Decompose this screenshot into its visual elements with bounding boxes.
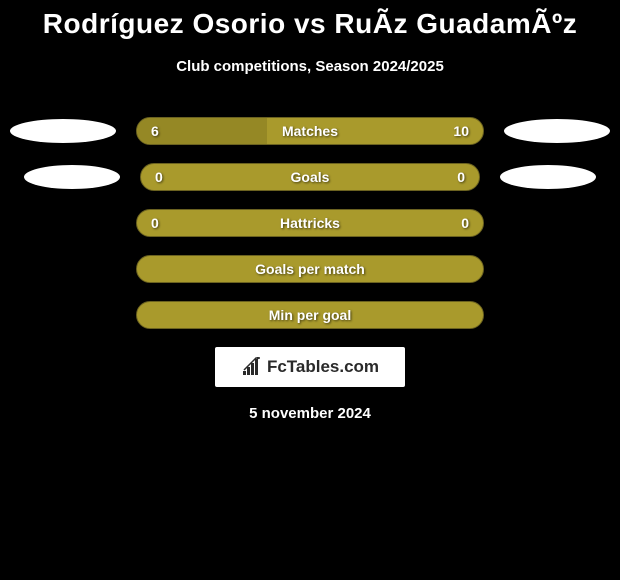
page-title: Rodríguez Osorio vs RuÃ­z GuadamÃºz [0,8,620,40]
stat-row: Min per goal [10,301,610,329]
stat-value-left: 0 [155,169,163,185]
player-right-avatar [500,165,596,189]
footer: FcTables.com 5 november 2024 [0,347,620,422]
logo-box[interactable]: FcTables.com [215,347,405,387]
stat-value-right: 10 [453,123,469,139]
logo-text: FcTables.com [267,357,379,377]
subtitle: Club competitions, Season 2024/2025 [0,58,620,75]
stat-bar: Min per goal [136,301,484,329]
player-right-avatar [504,119,610,143]
stat-value-left: 6 [151,123,159,139]
stat-bar: 6 Matches 10 [136,117,484,145]
bar-background: 0 Hattricks 0 [136,209,484,237]
stat-label: Matches [282,123,338,139]
stat-label: Goals per match [255,261,365,277]
player-left-avatar [10,119,116,143]
date-text: 5 november 2024 [0,405,620,422]
fctables-logo-icon [241,357,263,377]
stat-value-right: 0 [461,215,469,231]
stat-bar: Goals per match [136,255,484,283]
stat-label: Min per goal [269,307,351,323]
stat-bar: 0 Goals 0 [140,163,480,191]
stat-label: Hattricks [280,215,340,231]
comparison-widget: Rodríguez Osorio vs RuÃ­z GuadamÃºz Club… [0,0,620,422]
stat-value-right: 0 [457,169,465,185]
bar-background: 0 Goals 0 [140,163,480,191]
stat-value-left: 0 [151,215,159,231]
bar-background: Min per goal [136,301,484,329]
bar-background: 6 Matches 10 [136,117,484,145]
stat-row: 0 Goals 0 [10,163,610,191]
bar-background: Goals per match [136,255,484,283]
player-left-avatar [24,165,120,189]
stat-row: 0 Hattricks 0 [10,209,610,237]
stat-row: Goals per match [10,255,610,283]
stat-row: 6 Matches 10 [10,117,610,145]
stat-label: Goals [291,169,330,185]
stat-bar: 0 Hattricks 0 [136,209,484,237]
stats-area: 6 Matches 10 0 Goals 0 0 Hattricks 0 Goals per ma… [0,117,620,329]
